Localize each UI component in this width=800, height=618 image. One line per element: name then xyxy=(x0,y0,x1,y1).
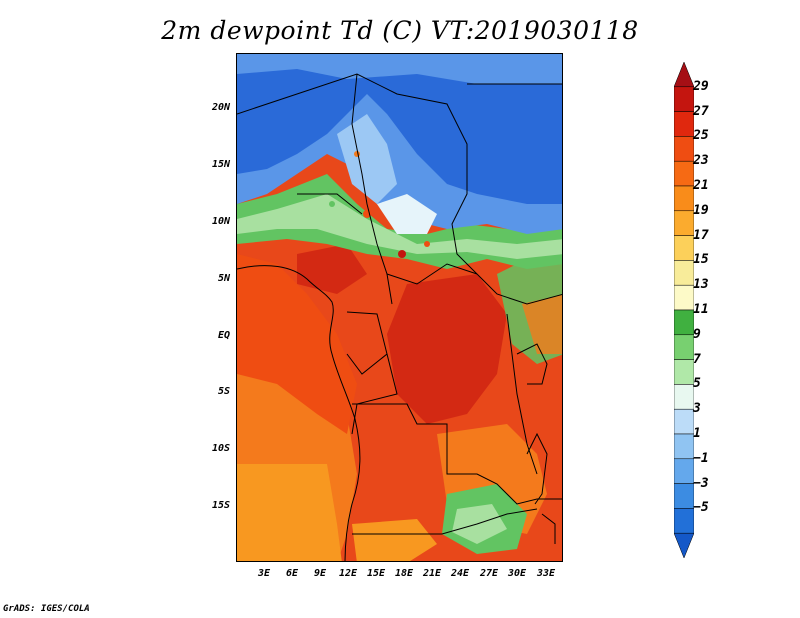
colorbar-segment xyxy=(674,86,694,112)
lat-tick-label: 20N xyxy=(211,102,230,113)
colorbar-tick-label: 17 xyxy=(693,227,709,243)
colorbar-segment xyxy=(674,260,694,286)
colorbar-tick-label: −5 xyxy=(693,500,709,516)
colorbar-tick-label: 3 xyxy=(693,401,701,417)
dewpoint-field xyxy=(237,54,562,561)
colorbar-segment xyxy=(674,483,694,509)
colorbar-segment xyxy=(674,235,694,261)
colorbar-segment xyxy=(674,334,694,360)
lat-tick-label: EQ xyxy=(217,330,230,341)
chad-pale xyxy=(377,194,437,234)
lat-tick-label: 15N xyxy=(211,159,230,170)
south-light-green xyxy=(452,504,507,544)
colorbar-tick-label: 29 xyxy=(693,78,709,94)
colorbar-tick-label: −3 xyxy=(693,475,709,491)
lat-tick-label: 5N xyxy=(217,273,230,284)
lon-tick-label: 33E xyxy=(536,568,556,579)
congo-core xyxy=(387,274,507,424)
colorbar-tick-label: 19 xyxy=(693,202,709,218)
colorbar-tick-label: 5 xyxy=(693,376,701,392)
lon-tick-label: 21E xyxy=(422,568,442,579)
sahel-light-green xyxy=(237,194,562,259)
colorbar-tick-label: 15 xyxy=(693,252,709,268)
lon-tick-label: 27E xyxy=(479,568,499,579)
colorbar-segment xyxy=(674,458,694,484)
colorbar-segment xyxy=(674,111,694,137)
lat-tick-label: 10N xyxy=(211,216,230,227)
lon-tick-label: 12E xyxy=(338,568,358,579)
colorbar-segment xyxy=(674,185,694,212)
lon-tick-label: 24E xyxy=(450,568,470,579)
colorbar-segment xyxy=(674,384,694,410)
border xyxy=(386,263,478,285)
colorbar-tick-label: 1 xyxy=(693,426,701,441)
plot-title: 2m dewpoint Td (C) VT:2019030118 xyxy=(161,16,639,45)
colorbar-tick-label: 21 xyxy=(693,178,709,193)
dewpoint-map xyxy=(236,53,563,562)
colorbar-segment xyxy=(674,284,694,311)
spot xyxy=(329,201,335,207)
lake-tanganyika xyxy=(526,432,548,505)
lon-tick-label: 15E xyxy=(366,568,386,579)
colorbar-segment xyxy=(674,532,694,558)
colorbar-tick-label: 23 xyxy=(693,153,709,169)
lat-tick-label: 5S xyxy=(217,386,230,397)
lake-chad-pale xyxy=(337,114,397,204)
colorbar-tick-label: 13 xyxy=(693,277,709,293)
atlantic-west xyxy=(237,254,357,434)
credit-text: GrADS: IGES/COLA xyxy=(3,604,90,614)
spot xyxy=(398,250,406,258)
colorbar-segment xyxy=(674,433,694,460)
colorbar-tick-label: 25 xyxy=(693,128,709,144)
lon-tick-label: 18E xyxy=(394,568,414,579)
colorbar-segment xyxy=(674,136,694,162)
borders xyxy=(237,73,562,561)
lake-victoria xyxy=(516,343,548,385)
lon-tick-label: 3E xyxy=(257,568,271,579)
colorbar-tick-label: 9 xyxy=(693,326,701,342)
colorbar-tick-label: 7 xyxy=(693,351,701,367)
colorbar-tick-label: −1 xyxy=(693,450,709,466)
east-lakes-orange xyxy=(522,294,562,354)
border xyxy=(352,508,538,535)
spot xyxy=(354,151,360,157)
atlantic-south-amber xyxy=(237,464,342,561)
colorbar-segment xyxy=(674,508,694,534)
colorbar-segment xyxy=(674,210,694,236)
lat-tick-label: 10S xyxy=(211,443,230,454)
north-blue xyxy=(237,54,562,84)
lon-tick-label: 6E xyxy=(285,568,299,579)
lon-tick-label: 9E xyxy=(313,568,327,579)
gulf-guinea-red xyxy=(297,244,367,294)
colorbar-segment xyxy=(674,62,694,88)
sahara-dry-blue xyxy=(237,54,562,204)
south-west-amber xyxy=(352,519,437,561)
border xyxy=(351,353,398,435)
colorbar-segment xyxy=(674,160,694,187)
lat-tick-label: 15S xyxy=(211,500,230,511)
colorbar xyxy=(674,62,694,558)
border xyxy=(506,313,538,475)
border xyxy=(352,403,562,505)
colorbar-segment xyxy=(674,408,694,435)
colorbar-tick-label: 27 xyxy=(693,103,709,119)
coastline xyxy=(237,265,361,561)
spot xyxy=(424,241,430,247)
colorbar-segment xyxy=(674,359,694,385)
lon-tick-label: 30E xyxy=(507,568,527,579)
colorbar-segment xyxy=(674,309,694,336)
colorbar-tick-label: 11 xyxy=(693,302,709,317)
lake-malawi xyxy=(541,513,556,544)
border xyxy=(297,193,363,215)
